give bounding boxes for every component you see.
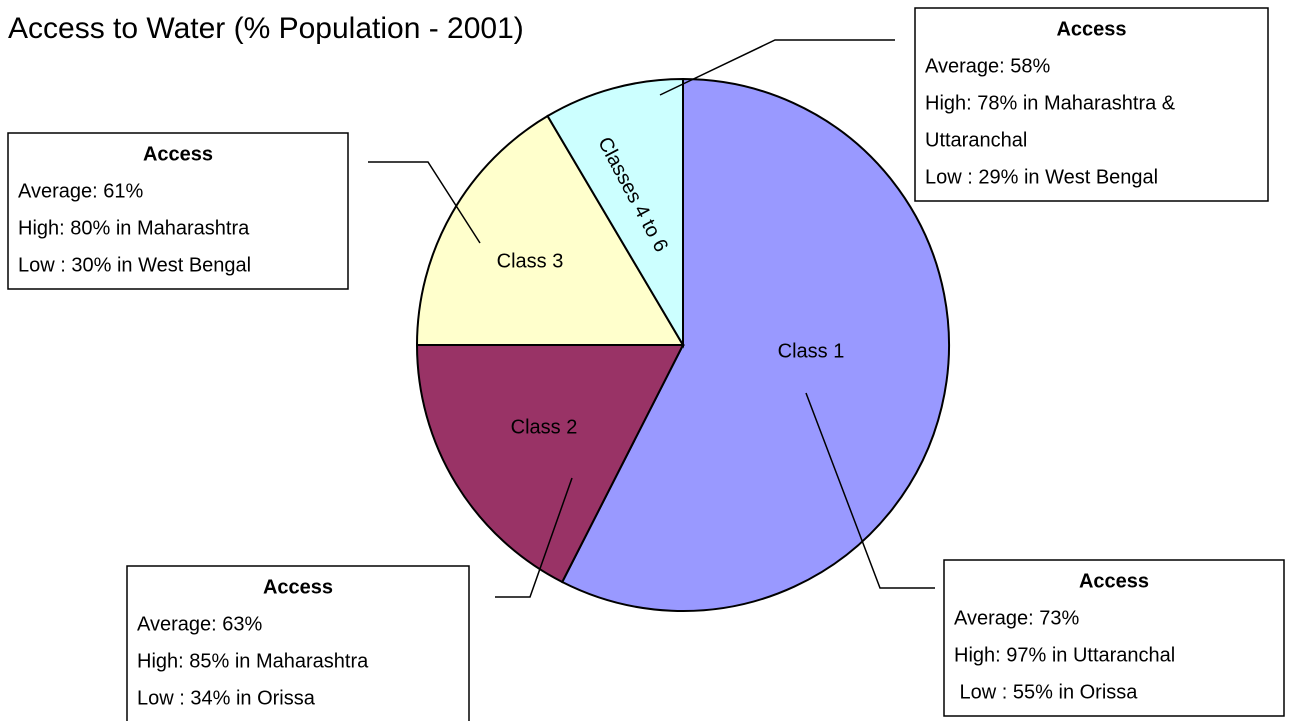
pie-slice [546,77,684,349]
annotation-line: Uttaranchal [925,129,1027,151]
annotation-line: High: 85% in Maharashtra [137,650,369,672]
annotation-line: High: 97% in Uttaranchal [954,644,1175,666]
slice-label: Class 3 [497,250,564,272]
leader-line [368,161,481,244]
slice-label: Class 2 [511,416,578,438]
leader-line [659,39,895,96]
annotation-line: Average: 61% [18,180,143,202]
annotation-heading: Access [1079,570,1149,592]
pie-slice [415,344,685,584]
annotation-heading: Access [143,143,213,165]
chart-title: Access to Water (% Population - 2001) [8,12,524,45]
annotation-heading: Access [263,576,333,598]
annotation-line: Average: 73% [954,607,1079,629]
pie-slice [415,114,685,346]
annotation-line: Low : 30% in West Bengal [18,254,251,276]
annotation-box [943,559,1285,717]
annotation-line: High: 80% in Maharashtra [18,217,250,239]
annotation-box [7,132,349,290]
annotation-line: High: 78% in Maharashtra & [925,92,1176,114]
slice-label: Class 1 [778,340,845,362]
leader-line [805,392,935,589]
annotation-line: Average: 63% [137,613,262,635]
annotation-line: Low : 34% in Orissa [137,687,316,709]
annotation-box [914,7,1269,202]
annotation-heading: Access [1056,18,1126,40]
annotation-line: Average: 58% [925,55,1050,77]
annotation-line: Low : 29% in West Bengal [925,166,1158,188]
pie-slice [560,77,950,612]
annotation-box [126,565,470,721]
leader-line [495,477,573,598]
annotation-line: Low : 55% in Orissa [954,681,1138,703]
